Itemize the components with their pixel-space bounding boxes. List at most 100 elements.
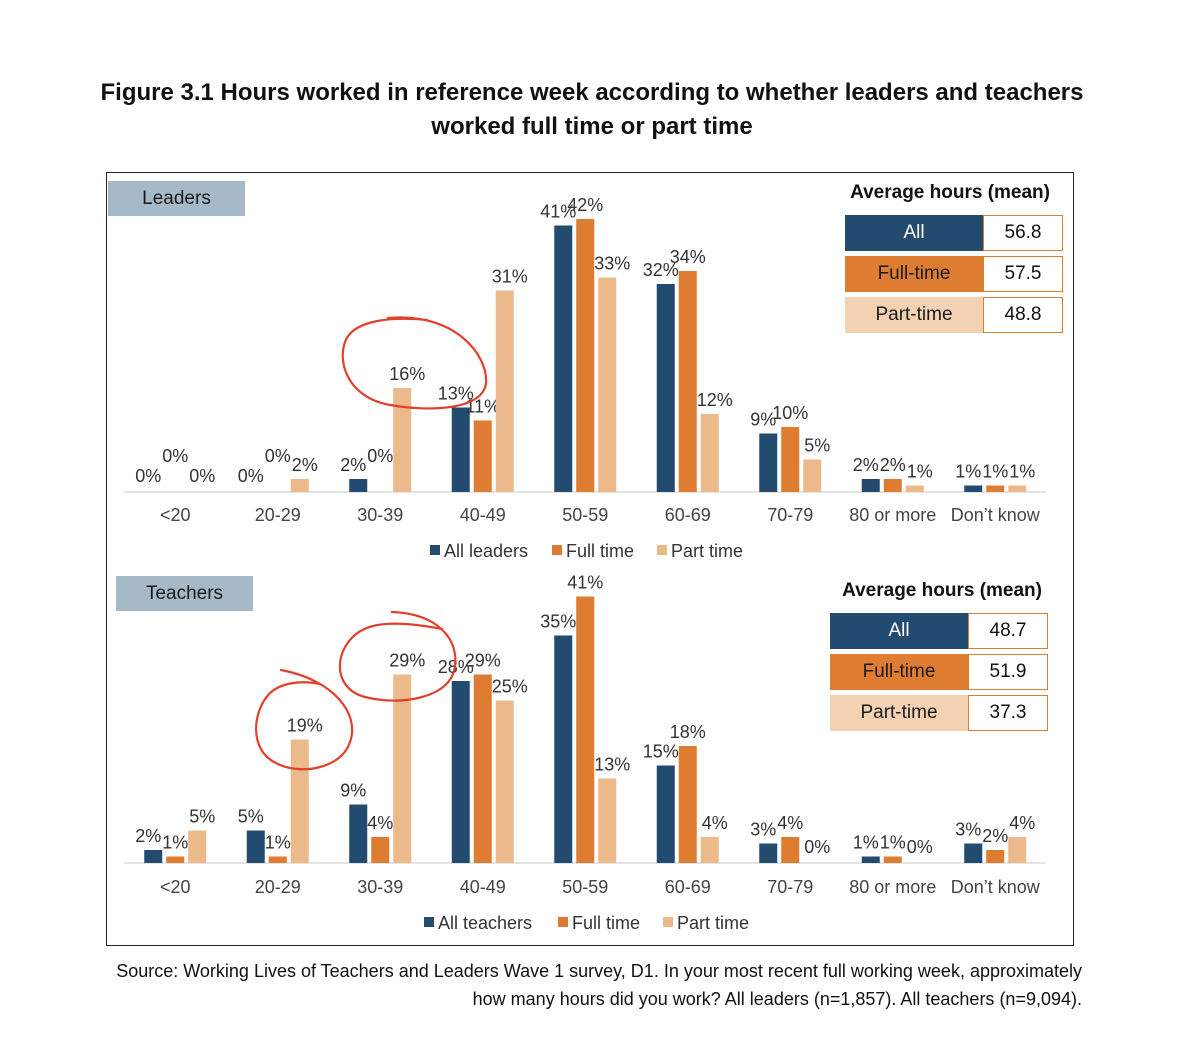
category-label: 40-49 [460,505,506,525]
data-label: 11% [465,397,500,417]
bar-full-time [166,856,185,863]
bar-part-time [188,830,207,863]
bar-all-teachers [861,856,880,863]
teachers-average-hours-table: Average hours (mean) All 48.7 Full-time … [830,579,1048,736]
data-label: 3% [955,820,981,840]
category-label: 80 or more [849,505,936,525]
category-label: Don’t know [951,877,1041,897]
bar-full-time [781,427,800,492]
bar-part-time [905,485,924,492]
legend-label: Full time [572,913,640,933]
data-label: 1% [162,833,188,853]
data-label: 5% [238,807,264,827]
data-label: 2% [292,455,318,475]
data-label: 4% [702,813,728,833]
data-label: 10% [772,403,808,423]
data-label: 0% [238,466,264,486]
average-row-full-time: Full-time 57.5 [845,256,1063,292]
bar-full-time [371,837,390,863]
average-hours-title: Average hours (mean) [842,580,1042,601]
category-label: 40-49 [460,877,506,897]
bar-full-time [781,837,800,863]
bar-full-time [268,856,287,863]
legend-label: Part time [677,913,749,933]
average-hours-title: Average hours (mean) [850,182,1050,203]
data-label: 9% [750,410,776,430]
bar-part-time [393,674,412,863]
legend-label: Part time [671,541,743,561]
bar-part-time [598,277,617,492]
bar-all-teachers [964,843,983,863]
bar-all-teachers [656,765,675,863]
category-label: 70-79 [767,877,813,897]
category-label: 20-29 [255,505,301,525]
data-label: 1% [907,462,933,482]
source-note: Source: Working Lives of Teachers and Le… [116,961,1082,1009]
data-label: 4% [367,813,393,833]
average-label: Part-time [830,695,968,731]
legend-swatch [552,545,562,555]
data-label: 29% [465,651,501,671]
legend-label: All teachers [438,913,532,933]
data-label: 32% [643,260,679,280]
data-label: 18% [670,722,706,742]
highlight-circle-leaders-30-39 [341,316,488,410]
bar-part-time [393,388,412,492]
data-label: 1% [955,462,981,482]
bar-all-leaders [656,284,675,492]
data-label: 29% [389,651,425,671]
bar-part-time [700,837,719,863]
data-label: 2% [880,455,906,475]
legend-swatch [663,917,673,927]
category-label: 60-69 [665,877,711,897]
highlight-circle-teachers-20-29 [255,668,354,771]
bar-full-time [473,420,492,492]
legend-swatch [424,917,434,927]
data-label: 2% [340,455,366,475]
bar-full-time [986,485,1005,492]
bar-part-time [803,459,822,492]
data-label: 5% [804,436,830,456]
data-label: 41% [567,573,603,593]
category-label: Don’t know [951,505,1041,525]
bar-full-time [986,850,1005,863]
data-label: 1% [982,462,1008,482]
bar-part-time [290,739,309,863]
data-label: 0% [135,466,161,486]
legend-swatch [657,545,667,555]
panel-tag-teachers: Teachers [116,576,253,611]
category-label: 50-59 [562,877,608,897]
bar-full-time [576,219,595,492]
category-label: 80 or more [849,877,936,897]
average-label: Full-time [830,654,968,690]
data-label: 0% [804,837,830,857]
category-label: 70-79 [767,505,813,525]
highlight-circle-teachers-30-39 [338,610,457,702]
category-label: <20 [160,505,191,525]
bar-all-teachers [144,850,163,863]
bar-part-time [495,700,514,863]
bar-all-leaders [451,407,470,492]
leaders-average-hours-table: Average hours (mean) All 56.8 Full-time … [845,181,1063,338]
data-label: 3% [750,820,776,840]
bar-part-time [598,778,617,863]
data-label: 0% [265,446,291,466]
average-value: 56.8 [983,215,1063,251]
data-label: 31% [492,267,528,287]
bar-full-time [678,746,697,863]
data-label: 15% [643,742,679,762]
average-row-part-time: Part-time 48.8 [845,297,1063,333]
data-label: 25% [492,677,528,697]
data-label: 2% [135,826,161,846]
data-label: 1% [1009,462,1035,482]
average-value: 51.9 [968,654,1048,690]
category-label: 30-39 [357,505,403,525]
data-label: 9% [340,781,366,801]
bar-all-leaders [759,433,778,492]
data-label: 5% [189,807,215,827]
bar-part-time [1008,485,1027,492]
category-label: 60-69 [665,505,711,525]
category-label: 50-59 [562,505,608,525]
data-label: 13% [594,755,630,775]
data-label: 2% [982,826,1008,846]
